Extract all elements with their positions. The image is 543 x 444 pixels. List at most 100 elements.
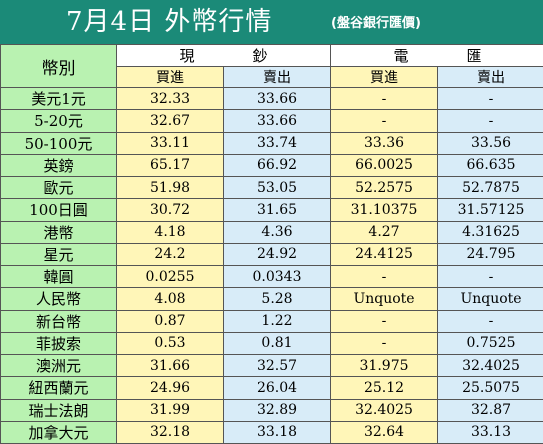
tt-sell-header: 賣出 — [437, 66, 543, 88]
currency-name-cell: 瑞士法朗 — [0, 398, 117, 422]
cash-sell-cell: 33.66 — [222, 109, 332, 133]
telegraphic-transfer-group-header: 電匯 — [330, 44, 543, 67]
tt-sell-cell: 33.13 — [437, 420, 543, 444]
table-row: 50-100元 33.11 33.74 33.36 33.56 — [0, 131, 543, 155]
cash-sell-cell: 0.0343 — [222, 264, 332, 289]
table-row: 港幣 4.18 4.36 4.27 4.31625 — [0, 220, 543, 244]
cash-buy-cell: 4.18 — [116, 220, 224, 244]
table-row: 100日圓 30.72 31.65 31.10375 31.57125 — [0, 198, 543, 222]
cash-sell-cell: 33.66 — [222, 86, 332, 111]
currency-name-cell: 菲披索 — [0, 331, 117, 356]
table-row: 美元1元 32.33 33.66 - - — [0, 86, 543, 111]
tt-sell-cell: 66.635 — [437, 153, 543, 178]
tt-sell-cell: 0.7525 — [437, 331, 543, 356]
cash-buy-cell: 24.2 — [116, 242, 224, 267]
cash-sell-cell: 32.89 — [222, 398, 332, 422]
currency-name-cell: 美元1元 — [0, 86, 117, 111]
tt-sell-cell: 52.7875 — [437, 175, 543, 200]
table-row: 新台幣 0.87 1.22 - - — [0, 309, 543, 333]
cash-sell-cell: 66.92 — [222, 153, 332, 178]
tt-buy-cell: - — [330, 109, 439, 133]
currency-name-cell: 50-100元 — [0, 131, 117, 155]
cash-sell-cell: 1.22 — [222, 309, 332, 333]
cash-sell-cell: 33.74 — [222, 131, 332, 155]
tt-sell-cell: 32.87 — [437, 398, 543, 422]
cash-buy-cell: 65.17 — [116, 153, 224, 178]
tt-sell-cell: - — [437, 309, 543, 333]
cash-group-header: 現鈔 — [115, 44, 332, 67]
cash-sell-cell: 4.36 — [222, 220, 332, 244]
subheader-row: 買進 賣出 買進 賣出 — [1, 66, 543, 88]
tt-buy-cell: 66.0025 — [330, 153, 439, 178]
tt-sell-cell: 31.57125 — [437, 198, 543, 222]
cash-sell-cell: 32.57 — [222, 353, 332, 378]
table-row: 澳洲元 31.66 32.57 31.975 32.4025 — [0, 353, 543, 378]
tt-buy-cell: - — [330, 309, 439, 333]
currency-name-cell: 星元 — [0, 242, 117, 267]
tt-buy-cell: 32.64 — [330, 420, 439, 444]
tt-sell-cell: 32.4025 — [437, 353, 543, 378]
cash-buy-cell: 32.18 — [116, 420, 224, 444]
tt-sell-cell: 33.56 — [437, 131, 543, 155]
title-bar: 7月4日 外幣行情 (盤谷銀行匯價) — [0, 0, 543, 44]
cash-sell-cell: 0.81 — [222, 331, 332, 356]
bank-source-label: (盤谷銀行匯價) — [331, 16, 421, 31]
cash-buy-cell: 24.96 — [116, 376, 224, 400]
currency-name-cell: 英鎊 — [0, 153, 117, 178]
tt-buy-cell: 4.27 — [330, 220, 439, 244]
cash-sell-cell: 53.05 — [222, 175, 332, 200]
table-row: 歐元 51.98 53.05 52.2575 52.7875 — [0, 175, 543, 200]
tt-sell-cell: - — [437, 86, 543, 111]
cash-sell-header: 賣出 — [222, 66, 332, 88]
table-row: 星元 24.2 24.92 24.4125 24.795 — [0, 242, 543, 267]
currency-name-cell: 新台幣 — [0, 309, 117, 333]
cash-sell-cell: 31.65 — [222, 198, 332, 222]
currency-name-cell: 澳洲元 — [0, 353, 117, 378]
page-title: 7月4日 外幣行情 — [66, 7, 273, 37]
exchange-rate-table: 幣別 現鈔 電匯 買進 賣出 買進 賣出 美元1元 32.33 33.66 - … — [0, 44, 543, 444]
currency-name-cell: 人民幣 — [0, 287, 117, 311]
currency-name-cell: 100日圓 — [0, 198, 117, 222]
tt-buy-cell: - — [330, 264, 439, 289]
table-row: 人民幣 4.08 5.28 Unquote Unquote — [0, 287, 543, 311]
cash-buy-header: 買進 — [116, 66, 224, 88]
tt-sell-cell: Unquote — [437, 287, 543, 311]
currency-name-cell: 5-20元 — [0, 109, 117, 133]
tt-sell-cell: 4.31625 — [437, 220, 543, 244]
cash-buy-cell: 32.67 — [116, 109, 224, 133]
table-row: 菲披索 0.53 0.81 - 0.7525 — [0, 331, 543, 356]
tt-buy-cell: 24.4125 — [330, 242, 439, 267]
currency-name-cell: 紐西蘭元 — [0, 376, 117, 400]
tt-buy-cell: - — [330, 86, 439, 111]
cash-buy-cell: 4.08 — [116, 287, 224, 311]
cash-buy-cell: 0.53 — [116, 331, 224, 356]
tt-buy-cell: - — [330, 331, 439, 356]
tt-buy-cell: 32.4025 — [330, 398, 439, 422]
cash-sell-cell: 33.18 — [222, 420, 332, 444]
tt-buy-cell: 25.12 — [330, 376, 439, 400]
currency-name-cell: 歐元 — [0, 175, 117, 200]
table-row: 加拿大元 32.18 33.18 32.64 33.13 — [0, 420, 543, 444]
tt-sell-cell: 24.795 — [437, 242, 543, 267]
tt-buy-cell: 31.975 — [330, 353, 439, 378]
cash-buy-cell: 0.87 — [116, 309, 224, 333]
table-row: 瑞士法朗 31.99 32.89 32.4025 32.87 — [0, 398, 543, 422]
cash-buy-cell: 33.11 — [116, 131, 224, 155]
table-row: 5-20元 32.67 33.66 - - — [0, 109, 543, 133]
tt-buy-cell: Unquote — [330, 287, 439, 311]
group-header-row: 幣別 現鈔 電匯 — [0, 44, 543, 88]
currency-column-header: 幣別 — [0, 44, 117, 88]
tt-buy-header: 買進 — [330, 66, 439, 88]
currency-name-cell: 加拿大元 — [0, 420, 117, 444]
currency-name-cell: 韓圓 — [0, 264, 117, 289]
tt-sell-cell: - — [437, 109, 543, 133]
table-row: 韓圓 0.0255 0.0343 - - — [0, 264, 543, 289]
table-row: 英鎊 65.17 66.92 66.0025 66.635 — [0, 153, 543, 178]
cash-sell-cell: 5.28 — [222, 287, 332, 311]
tt-buy-cell: 33.36 — [330, 131, 439, 155]
cash-buy-cell: 31.99 — [116, 398, 224, 422]
cash-buy-cell: 30.72 — [116, 198, 224, 222]
cash-buy-cell: 32.33 — [116, 86, 224, 111]
cash-sell-cell: 26.04 — [222, 376, 332, 400]
cash-sell-cell: 24.92 — [222, 242, 332, 267]
